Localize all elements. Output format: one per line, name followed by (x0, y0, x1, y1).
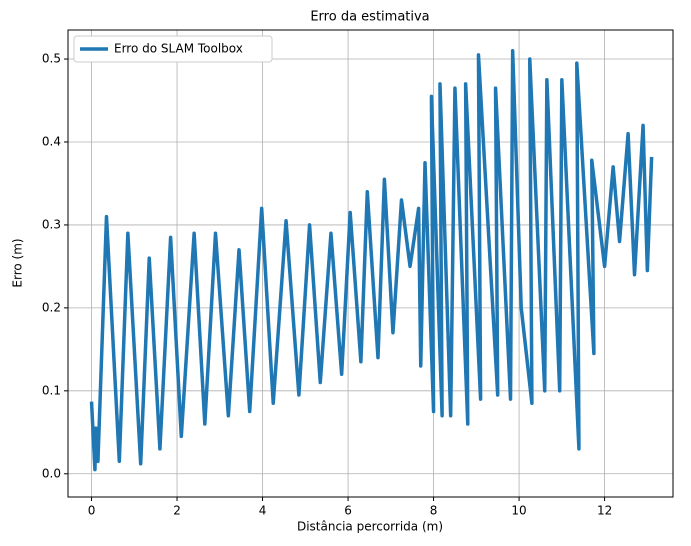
y-tick-label: 0.4 (42, 134, 61, 148)
x-tick-label: 2 (173, 504, 181, 518)
data-line (89, 48, 654, 472)
legend-box (73, 35, 273, 63)
plot-frame (67, 29, 674, 498)
y-tick-label: 0.3 (42, 217, 61, 231)
x-tick-label: 4 (259, 504, 267, 518)
legend-label: Erro do SLAM Toolbox (114, 42, 243, 56)
x-axis-label: Distância percorrida (m) (297, 520, 443, 534)
y-tick-label: 0.1 (42, 383, 61, 397)
x-tick-label: 0 (88, 504, 96, 518)
x-tick-label: 8 (430, 504, 438, 518)
y-axis-label: Erro (m) (11, 238, 25, 287)
y-tick-label: 0.2 (42, 300, 61, 314)
y-tick-label: 0.0 (42, 466, 61, 480)
x-tick-label: 6 (344, 504, 352, 518)
chart-title: Erro da estimativa (310, 10, 429, 25)
x-tick-label: 10 (511, 504, 526, 518)
y-tick-label: 0.5 (42, 52, 61, 66)
x-tick-label: 12 (597, 504, 612, 518)
